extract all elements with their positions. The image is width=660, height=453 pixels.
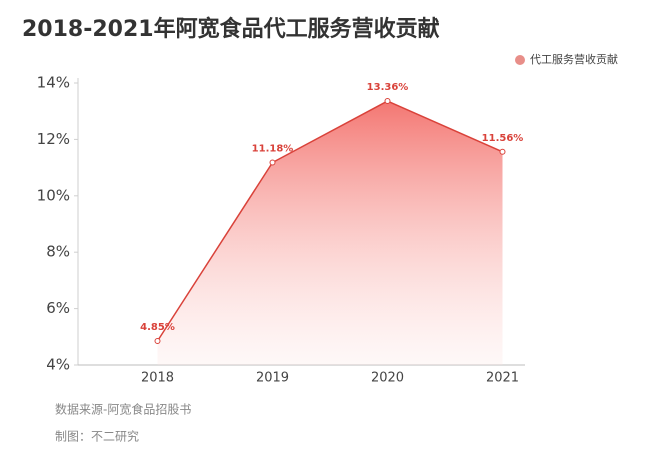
x-tick-label: 2019 (256, 371, 289, 386)
value-label: 4.85% (140, 322, 175, 333)
line (156, 100, 503, 342)
area (157, 101, 503, 365)
legend-label: 代工服务营收贡献 (530, 52, 618, 66)
y-tick-label: 8% (46, 243, 70, 261)
y-tick-label: 12% (37, 130, 70, 148)
point (384, 98, 391, 105)
source-note: 数据来源-阿宽食品招股书 (55, 402, 191, 417)
point (269, 159, 276, 166)
value-label: 11.56% (482, 133, 524, 144)
x-tick-label: 2021 (486, 371, 519, 386)
point (499, 148, 506, 155)
x-tick-label: 2018 (141, 371, 174, 386)
y-tick-label: 4% (46, 356, 70, 374)
credit-note: 制图：不二研究 (55, 429, 139, 444)
point (154, 338, 161, 345)
x-tick-label: 2020 (371, 371, 404, 386)
value-label: 11.18% (252, 144, 294, 155)
chart-title: 2018-2021年阿宽食品代工服务营收贡献 (22, 16, 440, 42)
value-label: 13.36% (367, 82, 409, 93)
y-tick-label: 14% (37, 74, 70, 92)
y-tick-label: 10% (37, 186, 70, 204)
legend-swatch (515, 55, 525, 65)
y-tick-label: 6% (46, 299, 70, 317)
